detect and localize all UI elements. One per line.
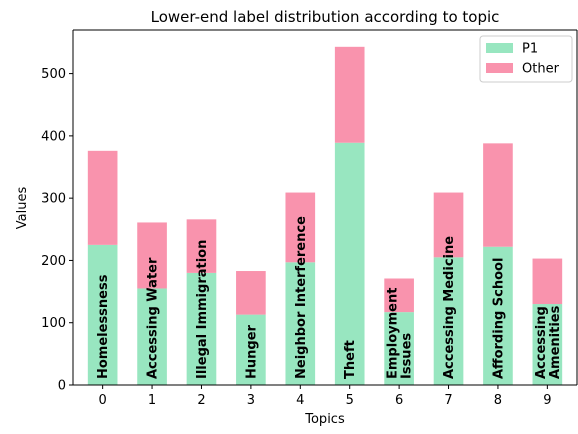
y-tick-label: 300 [41,192,66,207]
bar-label-3: Hunger [244,324,259,379]
x-tick-label: 7 [444,393,452,408]
bar-p1-5 [334,142,365,385]
bar-label-5: Theft [343,340,358,379]
bar-other-1 [137,222,167,289]
bar-other-9 [532,258,563,305]
axes-layer: 0 100 200 300 400 500 0 1 2 3 4 5 6 7 8 9 [41,29,578,408]
bar-p1-6 [384,312,414,385]
bar-label-line: Accessing [534,306,549,379]
legend-swatch-other [486,63,513,73]
bar-labels-layer: Homelessness Accessing Water Illegal Immig… [96,216,563,379]
legend-label-p1: P1 [522,42,538,57]
bar-label-0: Homelessness [96,274,111,379]
y-tick-label: 100 [41,316,66,331]
bars-layer [87,46,563,385]
bar-p1-0 [87,244,118,385]
legend-label-other: Other [522,62,560,77]
bar-label-9: AccessingAmenities [534,305,563,379]
bar-other-3 [236,271,266,315]
bar-label-line: Theft [343,340,358,379]
bar-other-0 [87,150,118,245]
y-tick-label: 500 [41,67,66,82]
bar-p1-7 [433,257,464,385]
x-tick-label: 8 [494,393,502,408]
x-axis-label: Topics [304,412,345,427]
chart-title: Lower-end label distribution according t… [151,8,500,26]
bar-label-line: Neighbor Interference [294,216,309,379]
bar-other-4 [285,192,316,263]
bar-label-7: Accessing Medicine [442,236,457,379]
x-tick-label: 4 [296,393,304,408]
y-axis-label: Values [15,187,30,230]
bar-label-1: Accessing Water [146,257,161,379]
x-tick-label: 3 [247,393,255,408]
bar-label-line: Accessing Medicine [442,236,457,379]
bar-p1-8 [483,246,513,385]
bar-other-8 [483,143,513,247]
bar-other-6 [384,278,414,313]
y-tick-label: 200 [41,254,66,269]
bar-label-line: Homelessness [96,274,111,379]
bar-label-line: Issues [400,333,415,379]
y-tick-label: 0 [58,379,66,394]
bar-label-6: EmploymentIssues [386,288,415,379]
x-tick-label: 5 [346,393,354,408]
bar-label-line: Employment [386,288,401,379]
y-tick-label: 400 [41,129,66,144]
bar-label-line: Illegal Immigration [195,240,210,379]
bar-p1-9 [532,304,563,385]
bar-label-4: Neighbor Interference [294,216,309,379]
bar-label-line: Amenities [548,305,563,379]
bar-label-2: Illegal Immigration [195,240,210,379]
bar-other-2 [186,219,217,273]
legend-swatch-p1 [486,43,513,53]
bar-p1-2 [186,272,217,385]
bar-other-7 [433,192,464,258]
x-tick-label: 9 [543,393,551,408]
x-tick-label: 6 [395,393,403,408]
bar-p1-1 [137,288,167,385]
bar-label-8: Affording School [491,258,506,379]
x-tick-label: 2 [197,393,205,408]
bar-label-line: Affording School [491,258,506,379]
x-tick-label: 0 [99,393,107,408]
bar-label-line: Hunger [244,324,259,379]
bar-p1-3 [236,314,266,385]
x-tick-label: 1 [148,393,156,408]
bar-p1-4 [285,262,316,385]
bar-other-5 [334,46,365,143]
legend: P1 Other [479,35,573,83]
bar-label-line: Accessing Water [146,257,161,379]
